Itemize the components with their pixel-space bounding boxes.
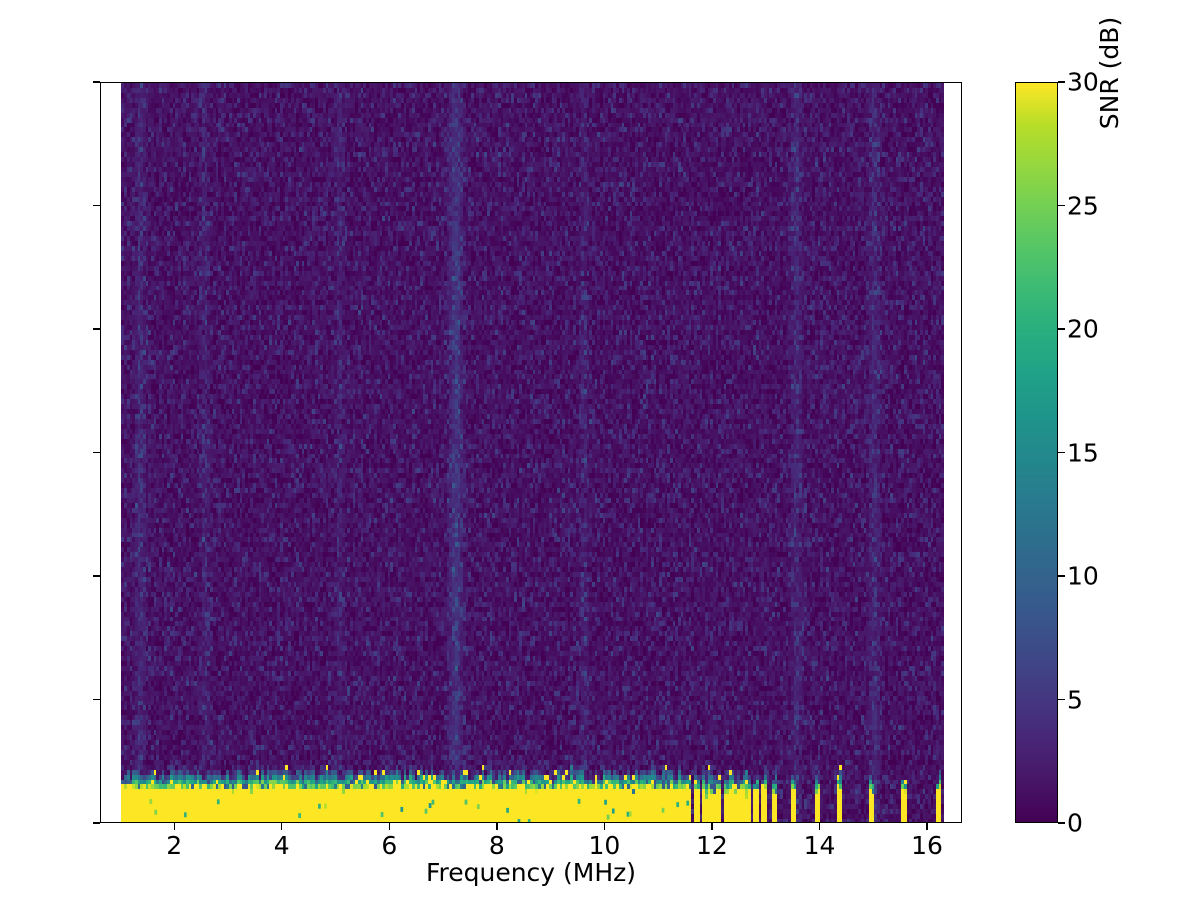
colorbar-tick-label: 15 <box>1067 438 1099 467</box>
y-tick-mark <box>93 451 100 454</box>
x-axis-label: Frequency (MHz) <box>425 858 637 887</box>
colorbar-tick-mark <box>1058 698 1065 701</box>
x-tick-label: 8 <box>488 831 505 860</box>
x-tick-label: 16 <box>911 831 943 860</box>
colorbar <box>1015 82 1058 823</box>
x-tick-label: 10 <box>588 831 621 860</box>
x-tick-mark <box>926 823 928 830</box>
x-tick-label: 14 <box>803 831 836 860</box>
x-tick-label: 2 <box>166 831 183 860</box>
plot-axes <box>100 82 962 823</box>
colorbar-tick-mark <box>1058 204 1065 207</box>
y-tick-mark <box>93 575 100 577</box>
x-tick-mark <box>603 823 606 830</box>
colorbar-tick-label: 20 <box>1067 314 1099 344</box>
x-tick-mark <box>711 823 713 830</box>
colorbar-tick-mark <box>1058 81 1065 83</box>
colorbar-tick-mark <box>1058 822 1065 824</box>
colorbar-tick-label: 0 <box>1067 808 1083 838</box>
colorbar-gradient <box>1016 83 1057 822</box>
x-tick-mark <box>173 823 175 830</box>
ionogram-heatmap <box>101 83 961 822</box>
colorbar-tick-label: 25 <box>1067 191 1099 220</box>
y-tick-mark <box>93 328 100 330</box>
y-tick-mark <box>93 698 100 701</box>
y-tick-mark <box>93 822 100 824</box>
colorbar-tick-mark <box>1058 575 1065 577</box>
colorbar-tick-label: 10 <box>1067 561 1099 591</box>
x-tick-mark <box>496 823 498 830</box>
colorbar-tick-label: 30 <box>1067 67 1099 97</box>
x-tick-label: 12 <box>696 831 728 860</box>
x-tick-mark <box>818 823 821 830</box>
x-tick-mark <box>281 823 283 830</box>
colorbar-tick-mark <box>1058 328 1065 330</box>
y-tick-mark <box>93 81 100 83</box>
colorbar-label: SNR (dB) <box>1095 16 1124 130</box>
y-tick-mark <box>93 204 100 207</box>
colorbar-tick-label: 5 <box>1067 685 1083 714</box>
x-tick-mark <box>388 823 391 830</box>
colorbar-tick-mark <box>1058 451 1065 454</box>
x-tick-label: 6 <box>381 831 398 860</box>
x-tick-label: 4 <box>273 831 290 860</box>
